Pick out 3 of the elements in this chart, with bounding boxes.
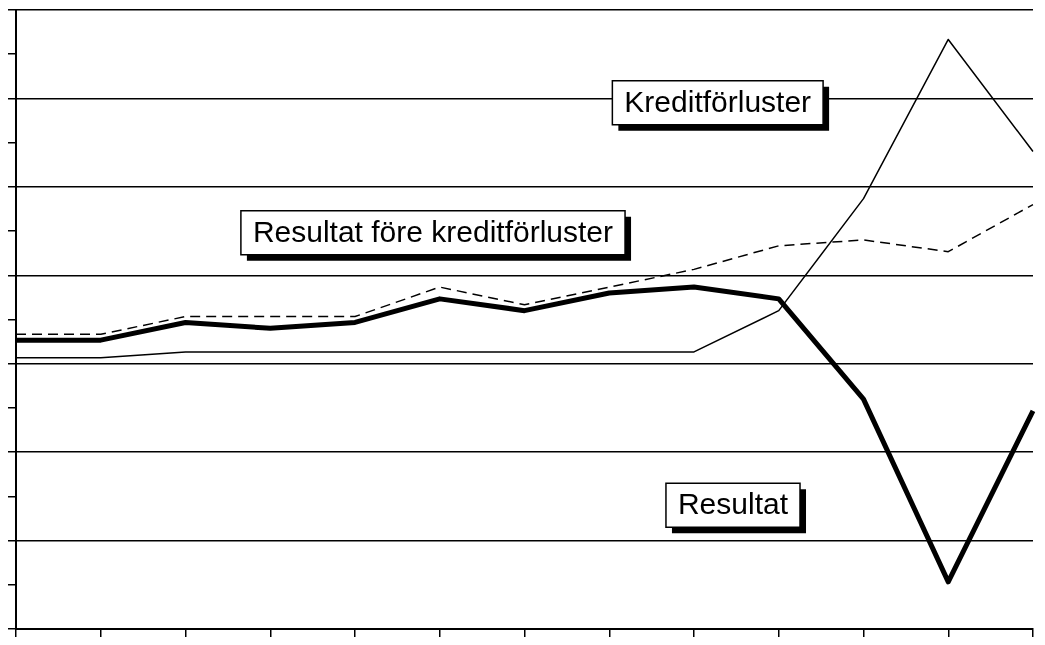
text: Kreditförluster: [624, 85, 812, 119]
series-label: Resultat före kreditförluster: [252, 215, 614, 249]
text: Resultat: [677, 487, 789, 521]
